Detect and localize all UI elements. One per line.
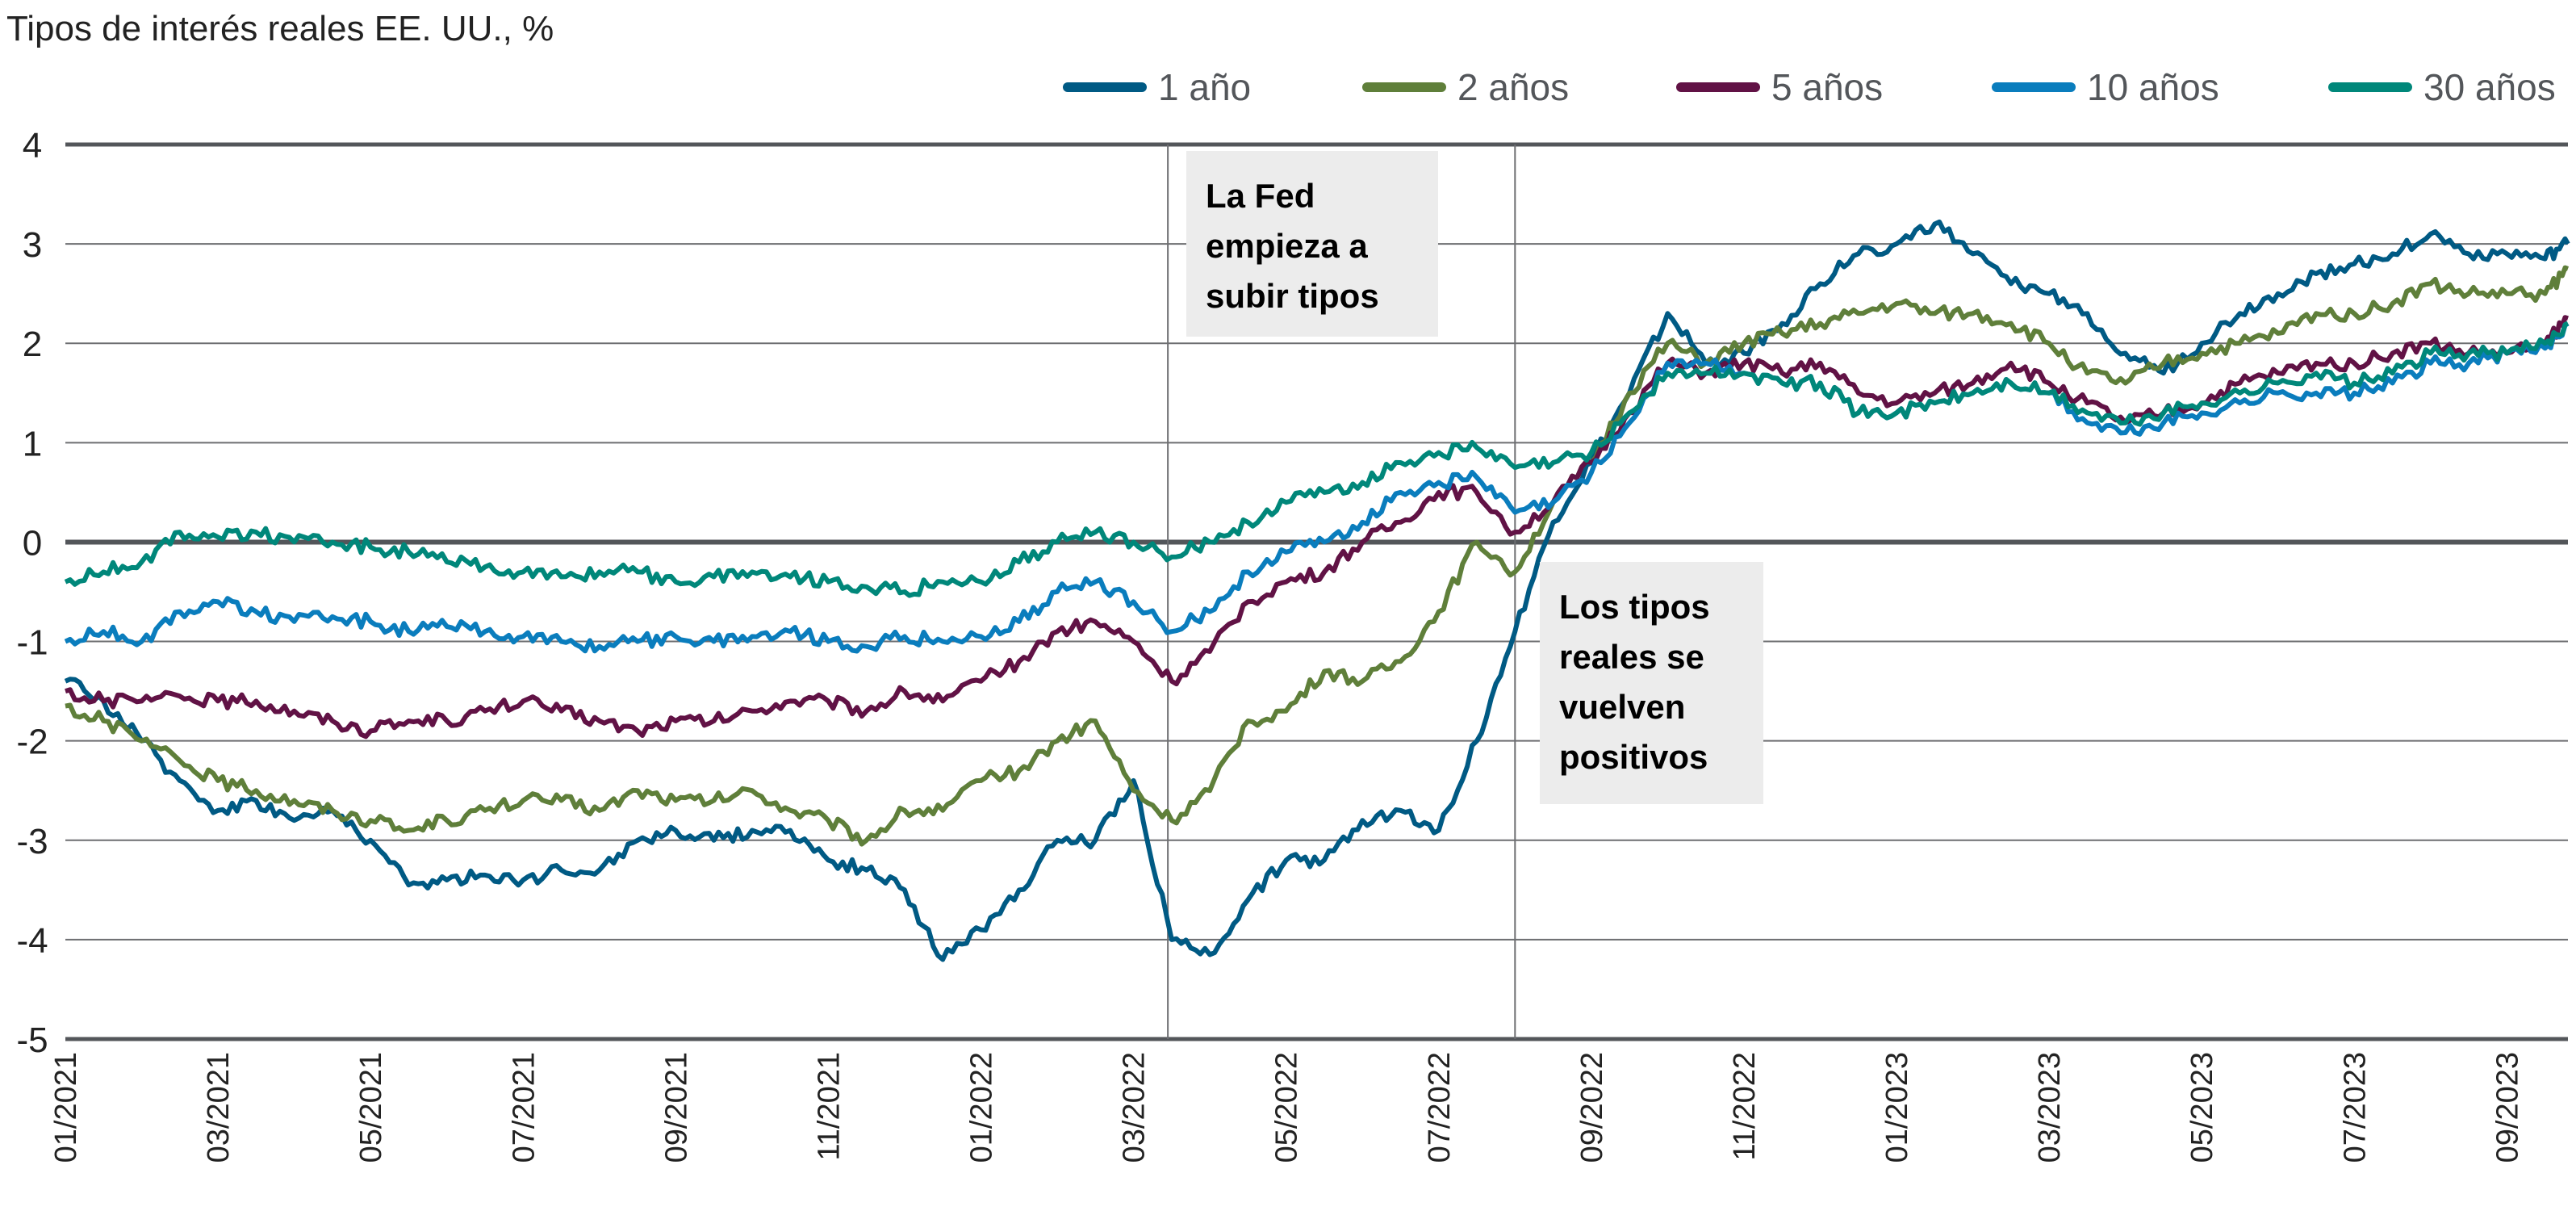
series-line-1-año xyxy=(64,219,2570,962)
legend-label: 10 años xyxy=(2087,66,2219,108)
annotation-text: positivos xyxy=(1559,738,1708,776)
x-tick-label: 03/2023 xyxy=(2033,1052,2067,1163)
legend: 1 año 2 años 5 años 10 años 30 años xyxy=(1063,66,2556,108)
annotation-box: Los tipos reales se vuelven positivos xyxy=(1540,562,1763,804)
y-tick-label: -1 xyxy=(16,623,48,663)
y-axis-ticks: 4 3 2 1 0 -1 -2 -3 -4 -5 xyxy=(16,126,48,1060)
y-tick-label: -4 xyxy=(16,921,48,961)
x-tick-label: 05/2023 xyxy=(2185,1052,2219,1163)
x-tick-label: 11/2022 xyxy=(1728,1052,1762,1161)
x-axis-ticks: 01/2021 03/2021 05/2021 07/2021 09/2021 11/20… xyxy=(49,1052,2524,1163)
series-lines xyxy=(64,219,2570,962)
x-tick-label: 09/2022 xyxy=(1575,1052,1609,1163)
legend-item: 30 años xyxy=(2328,66,2556,108)
x-tick-label: 09/2023 xyxy=(2490,1052,2524,1163)
x-tick-label: 05/2022 xyxy=(1270,1052,1304,1163)
annotation-text: La Fed xyxy=(1206,177,1315,215)
annotation-text: subir tipos xyxy=(1206,277,1379,315)
y-tick-label: 2 xyxy=(23,325,42,364)
series-line-2-años xyxy=(65,265,2570,847)
x-tick-label: 09/2021 xyxy=(659,1052,693,1163)
annotation-text: vuelven xyxy=(1559,688,1685,726)
legend-item: 10 años xyxy=(1992,66,2219,108)
y-tick-label: 1 xyxy=(23,424,42,463)
legend-item: 2 años xyxy=(1362,66,1569,108)
x-tick-label: 11/2021 xyxy=(812,1052,846,1161)
annotation-background xyxy=(1186,151,1438,337)
legend-label: 5 años xyxy=(1771,66,1883,108)
series-line-10-años xyxy=(64,321,2570,654)
y-tick-label: 3 xyxy=(23,225,42,265)
y-tick-label: 0 xyxy=(23,523,42,563)
y-tick-label: -2 xyxy=(16,723,48,762)
annotation-box: La Fed empieza a subir tipos xyxy=(1186,151,1438,337)
x-tick-label: 07/2023 xyxy=(2338,1052,2372,1163)
y-tick-label: -5 xyxy=(16,1020,48,1060)
x-tick-label: 05/2021 xyxy=(354,1052,388,1163)
y-tick-label: -3 xyxy=(16,822,48,861)
y-tick-label: 4 xyxy=(23,126,42,166)
series-line-30-años xyxy=(64,321,2570,598)
x-tick-label: 03/2022 xyxy=(1118,1052,1152,1163)
legend-item: 1 año xyxy=(1063,66,1251,108)
event-lines xyxy=(1167,145,1516,1039)
annotation-text: reales se xyxy=(1559,638,1704,676)
annotation-text: Los tipos xyxy=(1559,588,1710,626)
annotation-background xyxy=(1540,562,1763,804)
annotations: La Fed empieza a subir tipos Los tipos reale… xyxy=(1186,151,1763,804)
x-tick-label: 07/2022 xyxy=(1423,1052,1457,1163)
legend-label: 1 año xyxy=(1158,66,1251,108)
legend-item: 5 años xyxy=(1676,66,1883,108)
x-tick-label: 03/2021 xyxy=(202,1052,236,1163)
chart-title: Tipos de interés reales EE. UU., % xyxy=(6,9,554,48)
legend-label: 30 años xyxy=(2423,66,2556,108)
legend-label: 2 años xyxy=(1457,66,1569,108)
x-tick-label: 01/2021 xyxy=(49,1052,83,1163)
series-line-5-años xyxy=(65,315,2569,740)
x-tick-label: 01/2022 xyxy=(965,1052,999,1163)
x-tick-label: 01/2023 xyxy=(1880,1052,1914,1163)
x-tick-label: 07/2021 xyxy=(507,1052,541,1163)
annotation-text: empieza a xyxy=(1206,227,1368,265)
